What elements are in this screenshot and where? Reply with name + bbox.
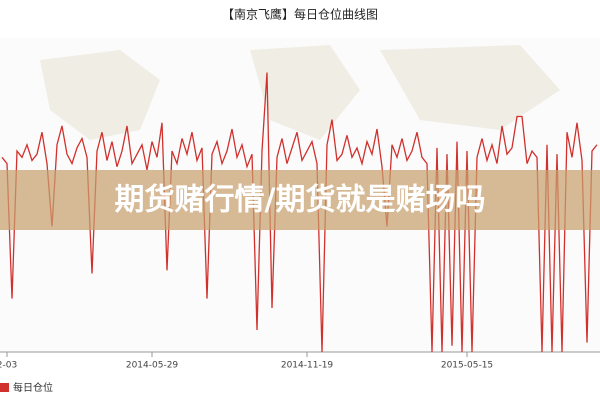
legend-label: 每日仓位 bbox=[13, 381, 53, 394]
series-line bbox=[1, 72, 598, 353]
x-tick-label: 2015-05-15 bbox=[441, 361, 493, 371]
map-watermark bbox=[40, 45, 560, 140]
overlay-text: 期货赌行情/期货就是赌场吗 bbox=[115, 183, 486, 218]
x-tick-label: 2014-11-19 bbox=[281, 361, 334, 371]
overlay-banner bbox=[0, 170, 600, 230]
x-tick-label: 2-03 bbox=[0, 361, 17, 371]
legend-swatch bbox=[0, 383, 9, 392]
x-tick-label: 2014-05-29 bbox=[126, 361, 179, 371]
chart-title: 【南京飞鹰】每日仓位曲线图 bbox=[222, 7, 378, 22]
